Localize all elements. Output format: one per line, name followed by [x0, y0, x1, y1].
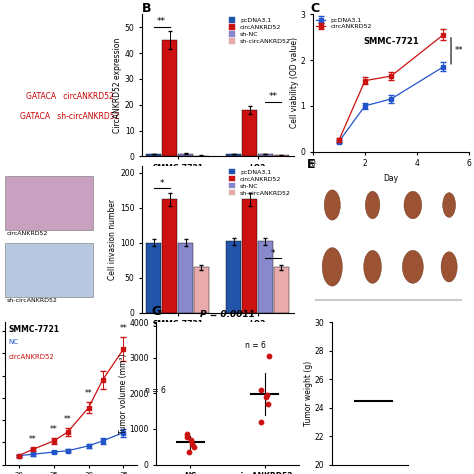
- Text: *: *: [271, 248, 276, 257]
- Text: NC: NC: [9, 339, 18, 346]
- Text: sh-circANKRD52: sh-circANKRD52: [7, 298, 58, 303]
- Text: G: G: [152, 305, 162, 318]
- Y-axis label: Tumor volume (mm³): Tumor volume (mm³): [119, 353, 128, 434]
- Text: **: **: [64, 415, 72, 424]
- Bar: [226, 241, 241, 313]
- Text: GATACA   sh-circANKRD52: GATACA sh-circANKRD52: [20, 112, 119, 121]
- Bar: [178, 243, 193, 313]
- Point: [264, 400, 272, 408]
- Text: **: **: [455, 46, 464, 55]
- Y-axis label: Cell viability (OD value): Cell viability (OD value): [290, 37, 299, 128]
- Text: SMMC-7721: SMMC-7721: [363, 37, 419, 46]
- Text: B: B: [142, 2, 152, 15]
- Text: SMMC-7721: SMMC-7721: [9, 325, 60, 334]
- Ellipse shape: [322, 247, 342, 286]
- Text: C: C: [310, 2, 319, 15]
- Bar: [242, 110, 257, 156]
- Bar: [194, 155, 209, 156]
- Text: *: *: [159, 179, 164, 188]
- Ellipse shape: [404, 191, 422, 219]
- Text: circANKRD52: circANKRD52: [7, 231, 48, 237]
- Bar: [226, 154, 241, 156]
- Bar: [5, 176, 93, 230]
- Bar: [162, 200, 177, 313]
- Ellipse shape: [402, 250, 423, 283]
- Bar: [146, 154, 162, 156]
- Text: **: **: [85, 389, 92, 398]
- Legend: pcDNA3.1, circANKRD52: pcDNA3.1, circANKRD52: [316, 18, 372, 29]
- Point: [263, 392, 271, 399]
- Y-axis label: CircANKRD52 expression: CircANKRD52 expression: [113, 37, 122, 133]
- Point: [191, 444, 198, 451]
- Text: n = 6: n = 6: [145, 386, 166, 395]
- Bar: [178, 154, 193, 156]
- Ellipse shape: [441, 252, 457, 282]
- Text: P = 0.0011: P = 0.0011: [200, 310, 255, 319]
- Point: [183, 433, 191, 441]
- Text: **: **: [269, 92, 278, 101]
- Ellipse shape: [364, 250, 382, 283]
- Point: [187, 437, 195, 444]
- Point: [262, 393, 270, 401]
- Point: [185, 448, 193, 456]
- Text: GATACA   circANKRD52: GATACA circANKRD52: [26, 92, 114, 101]
- Text: circANKRD52: circANKRD52: [9, 354, 55, 360]
- Bar: [258, 241, 273, 313]
- Ellipse shape: [324, 190, 340, 220]
- Bar: [273, 155, 289, 156]
- Point: [265, 352, 273, 360]
- Legend: pcDNA3.1, circANKRD52, sh-NC, sh-circANKRD52: pcDNA3.1, circANKRD52, sh-NC, sh-circANK…: [228, 18, 291, 44]
- Bar: [5, 243, 93, 297]
- Bar: [258, 154, 273, 156]
- Text: **: **: [50, 425, 57, 434]
- Bar: [194, 267, 209, 313]
- Point: [183, 430, 191, 438]
- X-axis label: Day: Day: [383, 174, 399, 183]
- Text: **: **: [157, 17, 166, 26]
- Text: **: **: [29, 435, 36, 444]
- Point: [257, 386, 264, 393]
- Ellipse shape: [443, 192, 456, 218]
- Ellipse shape: [365, 191, 380, 219]
- Bar: [242, 200, 257, 313]
- Point: [188, 440, 196, 447]
- Text: E: E: [307, 158, 316, 171]
- Point: [257, 418, 265, 426]
- Y-axis label: Cell invasion number: Cell invasion number: [108, 199, 117, 280]
- Bar: [162, 40, 177, 156]
- Text: n = 6: n = 6: [245, 341, 265, 350]
- Bar: [146, 243, 162, 313]
- Y-axis label: Tumor weight (g): Tumor weight (g): [304, 361, 313, 426]
- Legend: pcDNA3.1, circANKRD52, sh-NC, sh-circANKRD52: pcDNA3.1, circANKRD52, sh-NC, sh-circANK…: [228, 169, 291, 196]
- Text: **: **: [119, 324, 128, 333]
- Bar: [273, 267, 289, 313]
